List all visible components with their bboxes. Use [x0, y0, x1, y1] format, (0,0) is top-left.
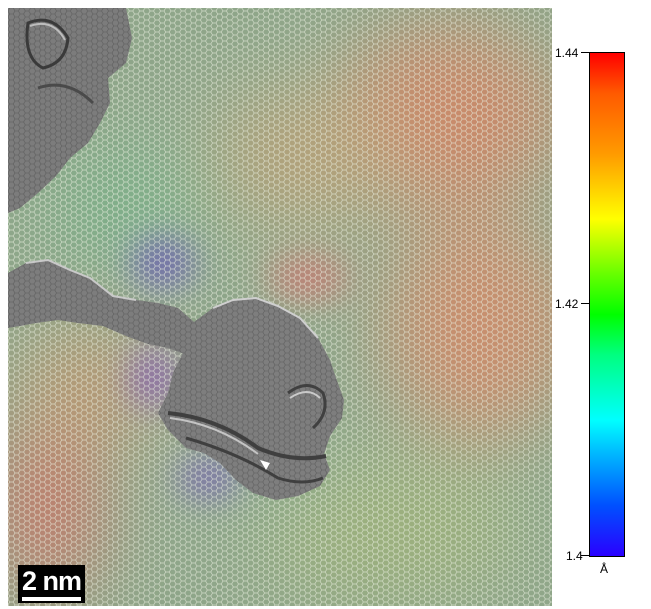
colorbar-mid-label: 1.42 [555, 297, 579, 311]
adsorbate-top-left [8, 8, 132, 213]
tem-strain-map-image: 2 nm [8, 8, 552, 606]
colorbar-tick-max [581, 52, 589, 53]
scale-bar-label: 2 nm [22, 565, 82, 596]
scale-bar-line [22, 596, 82, 601]
colorbar-unit-label: Å [600, 562, 609, 576]
colorbar-tick-min [581, 555, 589, 556]
adsorbate-left-strip [8, 258, 218, 363]
colorbar-min-label: 1.4 [566, 549, 583, 563]
adsorbate-center [158, 296, 344, 500]
strain-map-svg [8, 8, 552, 606]
colorbar-tick-mid [581, 303, 589, 304]
colorbar-gradient [589, 52, 625, 557]
scale-bar: 2 nm [18, 565, 86, 603]
colorbar-max-label: 1.44 [555, 46, 579, 60]
